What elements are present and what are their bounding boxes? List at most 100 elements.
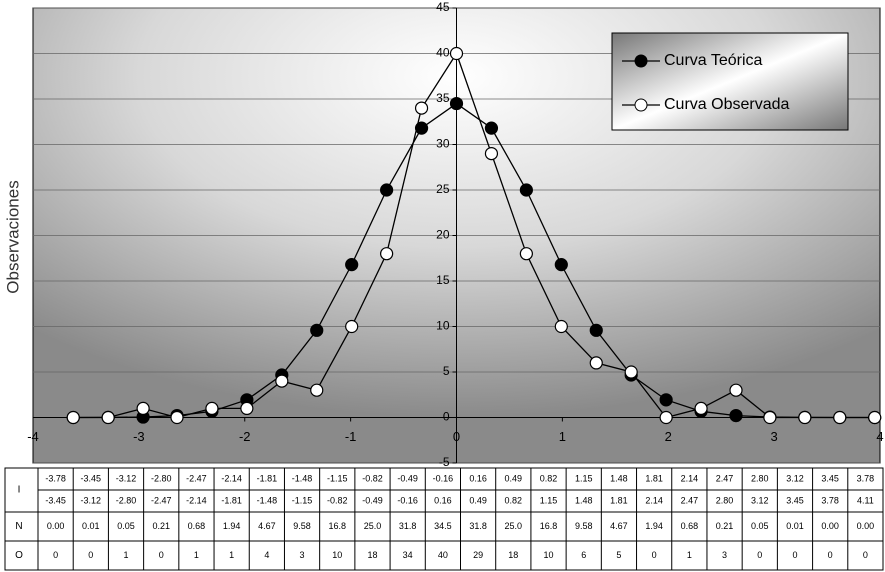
point xyxy=(449,96,464,111)
table-cell: -1.81 xyxy=(257,473,278,483)
y-tick-label: -5 xyxy=(439,455,450,469)
table-cell: 3 xyxy=(300,550,305,560)
row-label: N xyxy=(15,521,22,532)
table-cell: -0.82 xyxy=(327,495,348,505)
table-cell: 1 xyxy=(229,550,234,560)
table-cell: 0.16 xyxy=(469,473,487,483)
table-cell: 10 xyxy=(332,550,342,560)
y-tick-label: 0 xyxy=(443,410,450,424)
table-cell: 1 xyxy=(124,550,129,560)
table-cell: 31.8 xyxy=(469,521,487,531)
table-cell: 9.58 xyxy=(293,521,311,531)
point xyxy=(519,183,533,197)
table-cell: 25.0 xyxy=(505,521,523,531)
table-cell: -2.14 xyxy=(186,495,207,505)
table-cell: 0.49 xyxy=(469,495,487,505)
table-cell: 3 xyxy=(722,550,727,560)
data-table xyxy=(4,467,884,571)
table-cell: 18 xyxy=(508,550,518,560)
table-cell: 0.01 xyxy=(82,521,100,531)
table-cell: -2.14 xyxy=(221,473,242,483)
table-cell: 1.94 xyxy=(223,521,241,531)
table-cell: 0.00 xyxy=(857,521,875,531)
table-cell: 6 xyxy=(581,550,586,560)
table-cell: 0.68 xyxy=(188,521,206,531)
point xyxy=(170,410,184,425)
point xyxy=(554,319,568,334)
point xyxy=(380,247,394,261)
table-cell: 1 xyxy=(687,550,692,560)
table-cell: -1.81 xyxy=(221,495,242,505)
table-cell: -0.49 xyxy=(362,495,383,505)
x-tick-label: -4 xyxy=(27,429,39,444)
point xyxy=(205,401,219,415)
point xyxy=(66,410,80,425)
table-cell: 1.15 xyxy=(575,473,593,483)
table-cell: 2.80 xyxy=(751,473,769,483)
y-tick-label: 45 xyxy=(436,0,450,14)
table-cell: 2.14 xyxy=(681,473,699,483)
table-cell: 1.15 xyxy=(540,495,558,505)
table-cell: 16.8 xyxy=(540,521,558,531)
point xyxy=(240,401,254,415)
y-tick-label: 40 xyxy=(436,46,450,60)
table-cell: 2.14 xyxy=(645,495,663,505)
table-cell: 25.0 xyxy=(364,521,382,531)
point xyxy=(694,401,708,415)
table-cell: 10 xyxy=(544,550,554,560)
table-cell: -0.16 xyxy=(397,495,418,505)
table-cell: 4.67 xyxy=(258,521,276,531)
table-cell: 1.81 xyxy=(645,473,663,483)
legend-marker xyxy=(634,54,648,68)
table-cell: 34.5 xyxy=(434,521,452,531)
point xyxy=(310,323,324,337)
row-label: O xyxy=(15,550,23,561)
x-tick-label: -3 xyxy=(133,429,145,444)
x-tick-label: 4 xyxy=(876,429,883,444)
x-tick-label: -2 xyxy=(239,429,251,444)
table-cell: -0.49 xyxy=(397,473,418,483)
point xyxy=(763,410,777,425)
y-tick-label: 35 xyxy=(436,91,450,105)
table-cell: 2.47 xyxy=(716,473,734,483)
x-tick-label: -1 xyxy=(345,429,357,444)
table-cell: 3.78 xyxy=(857,473,875,483)
table-cell: 0 xyxy=(863,550,868,560)
table-cell: 4 xyxy=(264,550,269,560)
point xyxy=(449,46,464,61)
table-cell: -1.48 xyxy=(257,495,278,505)
table-cell: 0.16 xyxy=(434,495,452,505)
table-cell: 0 xyxy=(88,550,93,560)
point xyxy=(868,410,882,425)
point xyxy=(101,410,115,425)
table-cell: 4.11 xyxy=(857,495,874,505)
table-cell: -0.82 xyxy=(362,473,383,483)
point xyxy=(798,410,812,425)
y-tick-label: 5 xyxy=(443,364,450,378)
table-cell: 0.05 xyxy=(117,521,135,531)
point xyxy=(729,383,743,397)
table-cell: 0 xyxy=(828,550,833,560)
point xyxy=(624,365,638,379)
x-tick-label: 3 xyxy=(771,429,778,444)
table-cell: 0.05 xyxy=(751,521,769,531)
table-cell: 40 xyxy=(438,550,448,560)
table-cell: 0 xyxy=(792,550,797,560)
point xyxy=(519,247,533,261)
table-cell: -0.16 xyxy=(433,473,454,483)
table-cell: 3.45 xyxy=(786,495,804,505)
table-cell: 0.00 xyxy=(821,521,839,531)
table-cell: 3.12 xyxy=(786,473,804,483)
table-cell: -3.12 xyxy=(81,495,102,505)
point xyxy=(554,258,568,272)
point xyxy=(275,374,289,388)
table-cell: 9.58 xyxy=(575,521,593,531)
table-cell: 34 xyxy=(403,550,413,560)
table-cell: 1.48 xyxy=(575,495,593,505)
table-cell: 0 xyxy=(652,550,657,560)
table-cell: 0.21 xyxy=(716,521,734,531)
point xyxy=(414,121,429,135)
point xyxy=(345,258,359,272)
point xyxy=(589,323,603,337)
